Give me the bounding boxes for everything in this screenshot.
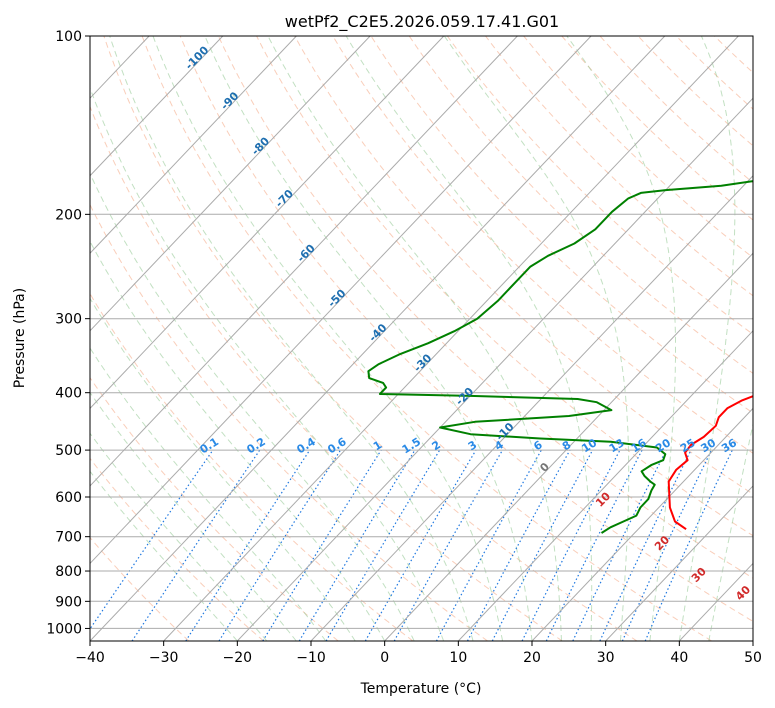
mixing-ratio-line: [90, 449, 214, 630]
y-tick-label: 800: [55, 564, 82, 580]
mixing-ratio-line: [298, 449, 416, 641]
dry-adiabat-line: [90, 536, 190, 641]
dry-adiabat-line: [103, 36, 638, 641]
temperature-profile-line: [667, 395, 753, 531]
isotherm-line: [90, 36, 518, 487]
x-axis: −40 −30 −20 −10 0 10 20 30 40 50: [75, 641, 762, 666]
mixing-ratio-line: [545, 449, 643, 641]
dry-adiabat-line: [90, 203, 488, 641]
x-tick-label: 30: [597, 650, 615, 666]
moist-adiabat-line: [90, 297, 356, 641]
y-tick-label: 300: [55, 312, 82, 328]
x-tick-label: 0: [380, 650, 389, 666]
y-tick-label: 500: [55, 443, 82, 459]
dry-adiabat-line: [179, 36, 753, 622]
moist-adiabat-line: [566, 36, 676, 641]
dry-adiabat-line: [217, 36, 753, 579]
mixing-ratio-line: [393, 449, 504, 641]
isotherm-line: [90, 36, 445, 410]
mixing-ratio-line: [572, 449, 667, 641]
y-tick-label: 1000: [46, 621, 82, 637]
y-axis-label: Pressure (hPa): [12, 288, 28, 388]
moist-adiabat-line: [204, 36, 533, 641]
isotherm-line: [605, 485, 753, 641]
isotherm-line: [90, 36, 666, 641]
moist-adiabat-line: [443, 36, 630, 641]
y-tick-label: 200: [55, 207, 82, 223]
isotherm-line: [90, 36, 297, 255]
x-tick-label: −30: [149, 650, 179, 666]
profiles: [367, 180, 753, 534]
moist-adiabat-line: [152, 36, 503, 641]
moist-adiabat-line: [90, 240, 386, 641]
mixing-ratio-line: [185, 449, 311, 641]
isotherm-line: [90, 36, 592, 565]
y-tick-label: 600: [55, 490, 82, 506]
mixing-ratio-line: [218, 449, 342, 641]
x-tick-label: 50: [744, 650, 762, 666]
isotherm-line: [310, 175, 753, 641]
moist-adiabat-line: [678, 36, 736, 641]
y-tick-label: 400: [55, 386, 82, 402]
x-tick-label: −20: [223, 650, 253, 666]
mixing-ratio-line: [262, 449, 382, 641]
x-tick-label: 20: [523, 650, 541, 666]
moist-adiabat-line: [708, 421, 753, 641]
mixing-ratio-line: [466, 449, 571, 641]
isotherm-line: [90, 36, 371, 332]
isotherm-line: [90, 36, 224, 177]
background-lines: [90, 36, 753, 641]
x-tick-label: −10: [296, 650, 326, 666]
y-tick-label: 900: [55, 594, 82, 610]
moist-adiabat-line: [90, 432, 268, 641]
moist-adiabat-line: [90, 347, 327, 641]
moist-adiabat-line: [109, 36, 474, 641]
y-tick-label: 100: [55, 29, 82, 45]
moist-adiabat-line: [267, 36, 562, 641]
y-axis: 100 200 300 400 500 600 700 800 900 1000: [46, 29, 90, 637]
chart-title: wetPf2_C2E5.2026.059.17.41.G01: [285, 12, 559, 32]
dry-adiabat-line: [370, 36, 753, 414]
moist-adiabat-line: [90, 86, 445, 641]
isotherm-line: [531, 407, 753, 641]
x-axis-label: Temperature (°C): [360, 681, 482, 697]
dry-adiabat-line: [90, 105, 563, 641]
moist-adiabat-line: [90, 391, 297, 641]
dewpoint-profile-line: [367, 180, 753, 534]
mixing-ratio-line: [435, 449, 542, 641]
isotherm-line: [457, 330, 753, 641]
dry-adiabat-line: [332, 36, 753, 454]
plot-frame: [89, 35, 754, 642]
y-tick-label: 700: [55, 530, 82, 546]
isotherm-line: [384, 252, 753, 641]
isotherm-line: [163, 36, 739, 641]
dry-adiabat-line: [294, 36, 753, 495]
x-tick-label: −40: [75, 650, 105, 666]
dry-adiabat-line: [446, 36, 753, 335]
x-tick-label: 10: [449, 650, 467, 666]
moist-adiabat-line: [345, 36, 593, 641]
dry-adiabat-line: [90, 457, 264, 641]
dry-adiabat-line: [141, 36, 712, 641]
dry-adiabat-line: [408, 36, 753, 374]
isotherm-line: [236, 97, 753, 641]
x-tick-label: 40: [670, 650, 688, 666]
